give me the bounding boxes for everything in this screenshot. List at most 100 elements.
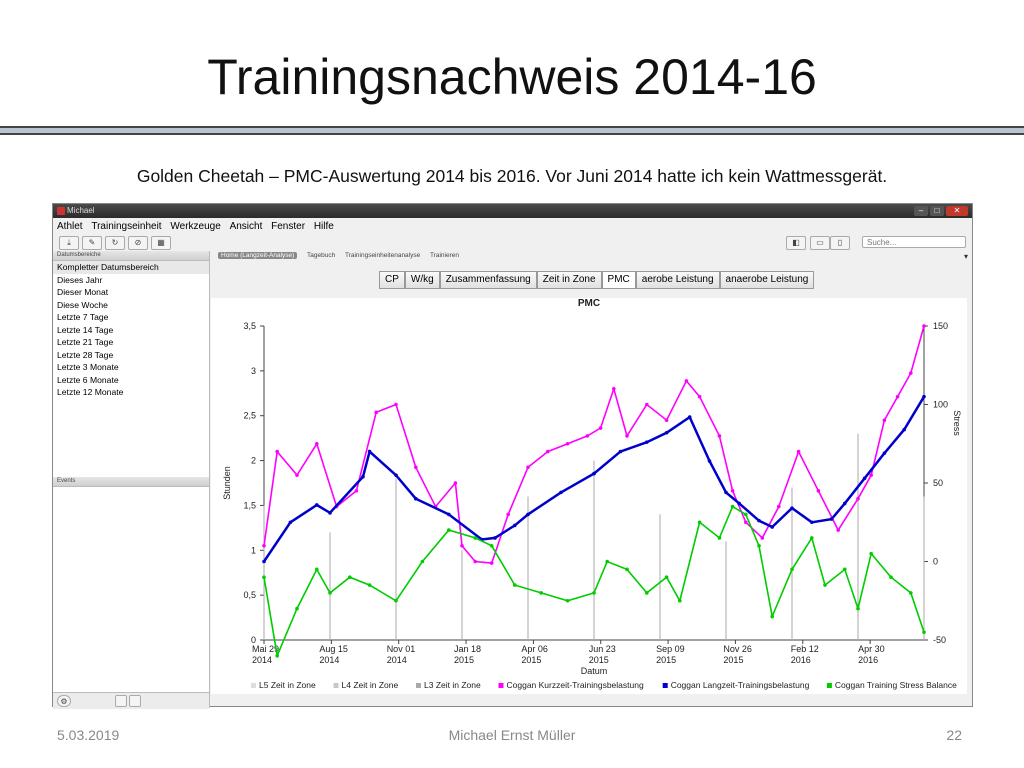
- download-icon[interactable]: ⤓: [59, 236, 79, 250]
- date-range-item[interactable]: Letzte 21 Tage: [57, 337, 114, 347]
- y-tick-label: 0,5: [243, 590, 256, 600]
- maximize-icon[interactable]: □: [930, 206, 944, 216]
- long-term-load-series-point: [645, 440, 649, 444]
- menu-fenster[interactable]: Fenster: [271, 221, 306, 232]
- tab-home[interactable]: Home (Langzeit-Analyse): [218, 252, 298, 259]
- menu-werkzeuge[interactable]: Werkzeuge: [170, 221, 221, 232]
- tab-cp[interactable]: CP: [379, 271, 405, 289]
- stress-balance-series-point: [295, 606, 299, 611]
- delete-icon[interactable]: ⊘: [128, 236, 148, 250]
- long-term-load-series: [262, 396, 926, 563]
- x-tick-label: 2016: [791, 655, 811, 665]
- title-divider: [0, 126, 1024, 135]
- panel-icon-1[interactable]: [115, 695, 127, 707]
- events-header: Events: [53, 477, 209, 487]
- stress-balance-series-point: [770, 614, 774, 619]
- tab-pmc[interactable]: PMC: [601, 271, 636, 289]
- long-term-load-series-point: [315, 503, 319, 507]
- date-range-item[interactable]: Diese Woche: [57, 299, 108, 310]
- tab-tagebuch[interactable]: Tagebuch: [307, 252, 336, 259]
- settings-icon[interactable]: ⚙: [57, 695, 71, 707]
- long-term-load-series-point: [394, 473, 398, 477]
- date-range-item[interactable]: Letzte 3 Monate: [57, 362, 119, 372]
- date-range-item[interactable]: Dieses Jahr: [57, 274, 103, 285]
- short-term-load-series-point: [777, 504, 781, 509]
- stress-balance-series-point: [513, 583, 517, 587]
- menu-bar: Athlet Trainingseinheit Werkzeuge Ansich…: [53, 219, 972, 235]
- layout-icon-2[interactable]: ▯: [830, 236, 850, 250]
- stress-balance-series-point: [275, 653, 279, 658]
- long-term-load-series-point: [770, 525, 774, 529]
- legend-label: Coggan Training Stress Balance: [835, 680, 957, 690]
- stress-balance-series-point: [605, 559, 609, 564]
- menu-hilfe[interactable]: Hilfe: [313, 221, 334, 232]
- tab-zusammenfassung[interactable]: Zusammenfassung: [439, 271, 537, 289]
- short-term-load-series-point: [546, 449, 550, 454]
- stress-balance-series-point: [697, 520, 702, 525]
- stress-balance-series-point: [678, 598, 682, 603]
- chart-title: PMC: [577, 298, 601, 309]
- tab-trainieren[interactable]: Trainieren: [429, 252, 459, 259]
- date-range-item[interactable]: Letzte 12 Monate: [57, 387, 124, 397]
- date-range-item[interactable]: Letzte 14 Tage: [57, 324, 114, 335]
- long-term-load-series-point: [513, 523, 517, 528]
- tab-trainingseinheitenanalyse[interactable]: Trainingseinheitenanalyse: [344, 252, 421, 259]
- left-sidebar: Datumsbereiche Kompletter Datumsbereich …: [53, 251, 210, 709]
- manual-entry-icon[interactable]: ✎: [82, 236, 102, 250]
- tab-wkg[interactable]: W/kg: [404, 271, 440, 289]
- toolbar: ⤓ ✎ ↻ ⊘ ▦ ◧ ▭ ▯ Suche...: [53, 235, 972, 251]
- calendar-icon[interactable]: ▦: [151, 236, 171, 250]
- short-term-load-series-point: [730, 489, 735, 493]
- x-tick-label: Feb 12: [791, 644, 819, 654]
- stress-balance-series-point: [664, 575, 669, 579]
- long-term-load-series-point: [288, 520, 293, 525]
- legend-swatch: [662, 683, 668, 688]
- date-range-item[interactable]: Letzte 28 Tage: [57, 349, 114, 360]
- tab-zeit-in-zone[interactable]: Zeit in Zone: [536, 271, 602, 289]
- legend-label: L3 Zeit in Zone: [424, 680, 481, 690]
- stress-balance-series-point: [730, 504, 735, 509]
- stress-balance-series-point: [262, 575, 266, 579]
- date-range-item[interactable]: Kompletter Datumsbereich: [53, 261, 209, 274]
- short-term-load-series-point: [473, 559, 478, 564]
- view-tabs: Home (Langzeit-Analyse) Tagebuch Trainin…: [218, 251, 467, 261]
- short-term-load-series-point: [565, 441, 570, 446]
- date-range-item[interactable]: Dieser Monat: [57, 287, 109, 297]
- minimize-icon[interactable]: –: [914, 206, 928, 216]
- refresh-icon[interactable]: ↻: [105, 236, 125, 250]
- chevron-down-icon[interactable]: ▾: [963, 252, 968, 261]
- legend-swatch: [498, 683, 504, 688]
- layout-icon-1[interactable]: ▭: [810, 236, 830, 250]
- x-tick-label: Sep 09: [656, 644, 685, 654]
- short-term-load-series-point: [664, 418, 669, 422]
- x-tick-label: Jun 23: [589, 644, 616, 654]
- short-term-load-series-point: [612, 387, 616, 391]
- tab-aerobe-leistung[interactable]: aerobe Leistung: [635, 271, 720, 289]
- short-term-load-series-point: [909, 371, 913, 375]
- sidebar-toggle-icon[interactable]: ◧: [786, 236, 806, 250]
- x-tick-label: Mai 29: [252, 644, 279, 654]
- tab-anaerobe-leistung[interactable]: anaerobe Leistung: [719, 271, 815, 289]
- menu-athlet[interactable]: Athlet: [57, 221, 83, 232]
- short-term-load-series-point: [506, 512, 511, 517]
- panel-icon-2[interactable]: [129, 695, 141, 707]
- menu-trainingseinheit[interactable]: Trainingseinheit: [91, 221, 162, 232]
- legend-swatch: [333, 683, 339, 688]
- long-term-load-series-point: [810, 520, 814, 525]
- long-term-load-series-point: [862, 476, 867, 481]
- menu-ansicht[interactable]: Ansicht: [229, 221, 263, 232]
- long-term-load-series-point: [757, 518, 761, 523]
- long-term-load-series-point: [592, 471, 596, 476]
- long-term-load-series-point: [618, 449, 623, 454]
- short-term-load-series-point: [453, 481, 458, 485]
- date-range-item[interactable]: Letzte 6 Monate: [57, 374, 119, 385]
- short-term-load-series-point: [354, 489, 359, 493]
- short-term-load-series-point: [697, 394, 702, 399]
- date-range-item[interactable]: Letzte 7 Tage: [57, 312, 109, 322]
- search-input[interactable]: Suche...: [862, 236, 966, 248]
- x-tick-label: 2016: [858, 655, 878, 665]
- stress-balance-series-point: [367, 583, 372, 587]
- y-tick-label: 0: [251, 635, 256, 645]
- x-tick-label: 2014: [252, 655, 272, 665]
- close-icon[interactable]: ✕: [946, 206, 968, 216]
